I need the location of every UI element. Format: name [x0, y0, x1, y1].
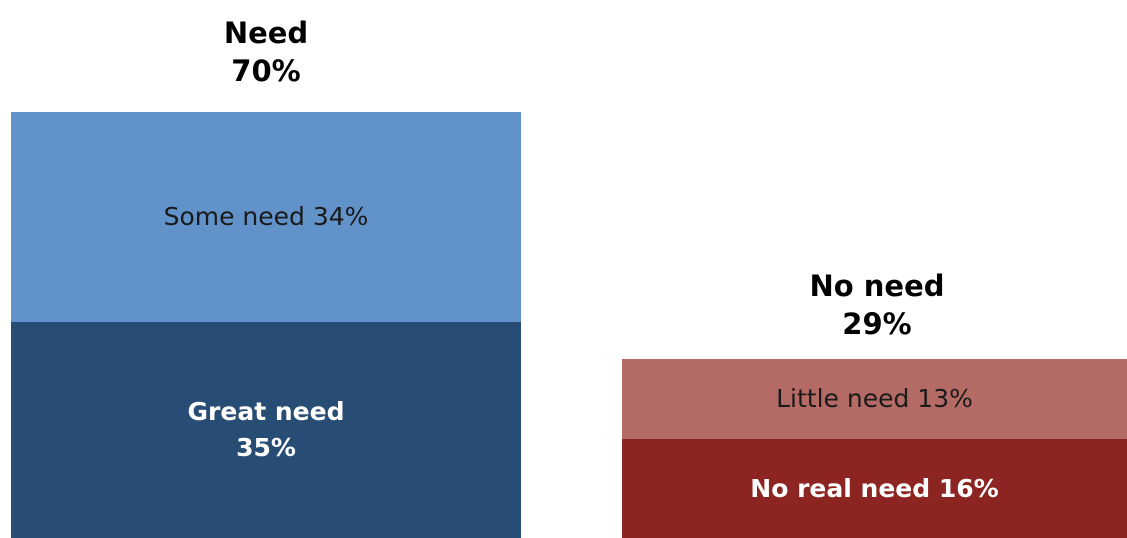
stack-title-need-total: 70% [231, 54, 301, 88]
stack-title-need-name: Need [223, 16, 309, 50]
bar-segment-need-1: Some need 34% [11, 112, 521, 322]
stack-title-no-need-total: 29% [842, 307, 912, 342]
bar-segment-label: Great need 35% [187, 397, 345, 462]
bar-segment-label: Some need 34% [163, 202, 369, 232]
stack-title-need: Need 70% [11, 14, 521, 90]
bar-segment-no-need-0: No real need 16% [622, 439, 1127, 538]
bar-segment-need-0: Great need 35% [11, 322, 521, 538]
bar-segment-no-need-1: Little need 13% [622, 359, 1127, 440]
bar-segment-label: Little need 13% [776, 384, 973, 414]
stack-title-no-need-name: No need [809, 269, 945, 304]
bar-segment-label: No real need 16% [750, 473, 999, 503]
stack-title-no-need: No need 29% [622, 267, 1127, 343]
